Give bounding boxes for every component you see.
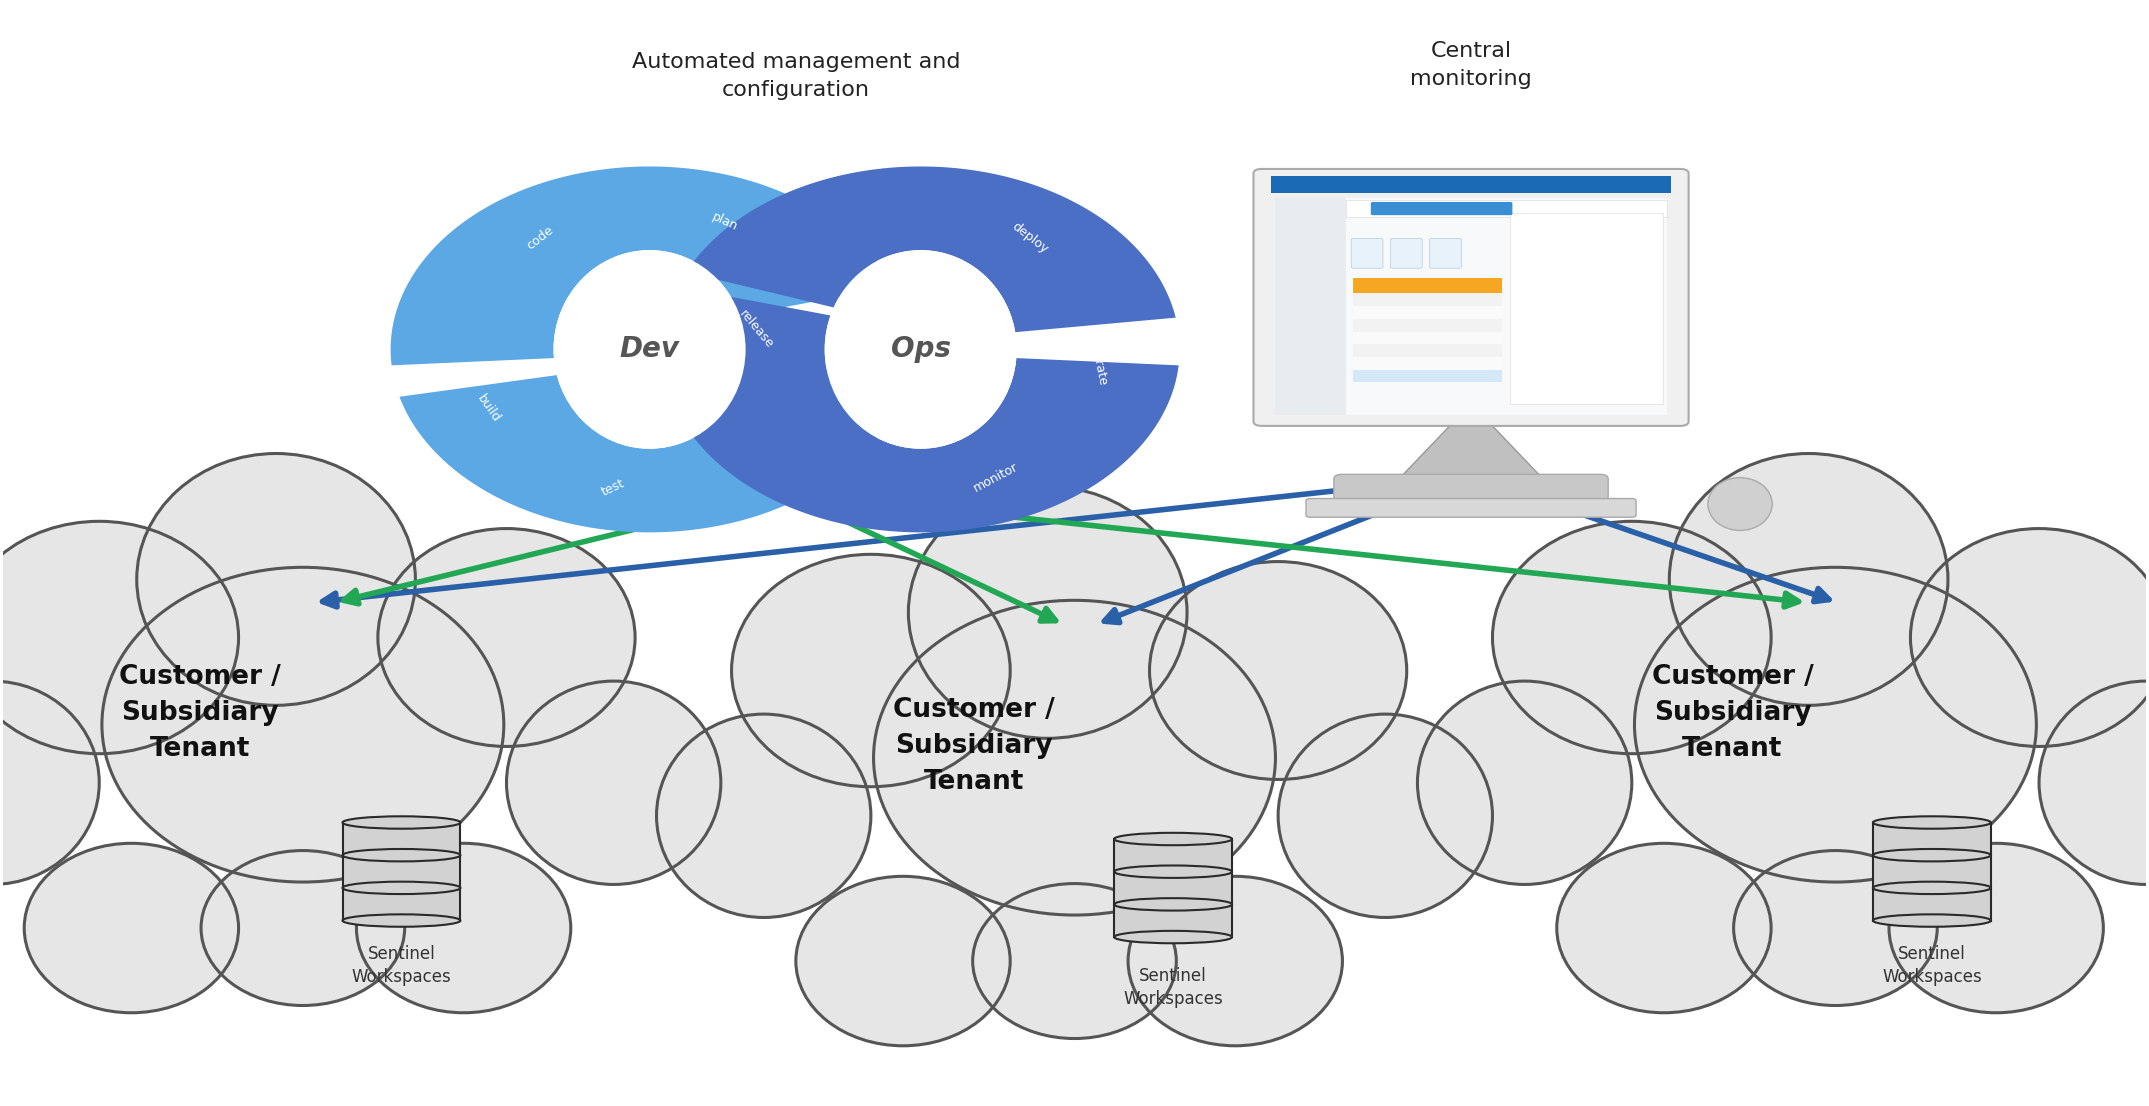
Ellipse shape xyxy=(872,601,1277,915)
Ellipse shape xyxy=(1128,876,1343,1046)
Text: build: build xyxy=(475,393,503,426)
Ellipse shape xyxy=(1113,898,1231,910)
Ellipse shape xyxy=(342,816,460,828)
Ellipse shape xyxy=(1113,833,1231,845)
Text: operate: operate xyxy=(1085,336,1109,387)
Ellipse shape xyxy=(1556,843,1771,1013)
Ellipse shape xyxy=(1874,849,1990,862)
Text: Sentinel
Workspaces: Sentinel Workspaces xyxy=(1124,967,1223,1009)
Ellipse shape xyxy=(101,567,503,881)
FancyBboxPatch shape xyxy=(1345,200,1668,218)
Bar xyxy=(342,888,460,920)
FancyBboxPatch shape xyxy=(1511,212,1663,404)
Polygon shape xyxy=(686,167,1176,332)
Polygon shape xyxy=(1397,421,1545,482)
FancyBboxPatch shape xyxy=(1274,198,1345,415)
Ellipse shape xyxy=(342,849,460,862)
Polygon shape xyxy=(1087,322,1105,426)
Ellipse shape xyxy=(2039,681,2149,885)
Polygon shape xyxy=(453,311,488,413)
FancyBboxPatch shape xyxy=(1274,198,1668,415)
Ellipse shape xyxy=(357,843,572,1013)
Ellipse shape xyxy=(342,915,460,927)
Bar xyxy=(1113,839,1231,872)
Ellipse shape xyxy=(507,681,720,885)
FancyBboxPatch shape xyxy=(1270,176,1672,194)
FancyBboxPatch shape xyxy=(1354,369,1502,383)
FancyBboxPatch shape xyxy=(1354,331,1502,344)
Ellipse shape xyxy=(973,884,1176,1039)
Text: Ops: Ops xyxy=(890,335,950,364)
Ellipse shape xyxy=(1491,521,1771,753)
Ellipse shape xyxy=(1418,681,1631,885)
Bar xyxy=(1113,872,1231,905)
Text: Automated management and
configuration: Automated management and configuration xyxy=(632,52,961,101)
FancyBboxPatch shape xyxy=(1352,239,1384,268)
Text: plan: plan xyxy=(709,210,739,233)
Ellipse shape xyxy=(1279,714,1491,918)
Ellipse shape xyxy=(1113,931,1231,943)
Ellipse shape xyxy=(0,681,99,885)
Ellipse shape xyxy=(24,843,239,1013)
Bar xyxy=(342,855,460,888)
Polygon shape xyxy=(400,363,907,532)
FancyBboxPatch shape xyxy=(1335,474,1607,501)
Ellipse shape xyxy=(1635,567,2037,881)
Text: code: code xyxy=(524,223,557,252)
Ellipse shape xyxy=(0,521,239,753)
Polygon shape xyxy=(729,241,797,338)
FancyBboxPatch shape xyxy=(1429,239,1461,268)
Bar xyxy=(1113,905,1231,937)
Ellipse shape xyxy=(138,453,415,706)
Ellipse shape xyxy=(658,714,870,918)
Polygon shape xyxy=(791,264,860,362)
Ellipse shape xyxy=(1874,881,1990,894)
FancyBboxPatch shape xyxy=(1354,278,1502,295)
FancyBboxPatch shape xyxy=(1354,356,1502,369)
Text: deploy: deploy xyxy=(1010,220,1051,257)
FancyBboxPatch shape xyxy=(1307,499,1635,518)
FancyBboxPatch shape xyxy=(1371,202,1513,216)
Ellipse shape xyxy=(1150,562,1408,780)
FancyBboxPatch shape xyxy=(1354,305,1502,319)
Text: Central
monitoring: Central monitoring xyxy=(1410,41,1532,90)
Text: release: release xyxy=(737,307,776,351)
Text: test: test xyxy=(600,477,625,499)
Ellipse shape xyxy=(1113,866,1231,878)
Ellipse shape xyxy=(909,487,1186,739)
Text: Customer /
Subsidiary
Tenant: Customer / Subsidiary Tenant xyxy=(118,664,282,762)
Bar xyxy=(1874,888,1990,920)
FancyBboxPatch shape xyxy=(1354,293,1502,306)
Bar xyxy=(1874,823,1990,855)
Ellipse shape xyxy=(1874,915,1990,927)
Ellipse shape xyxy=(1910,529,2149,747)
FancyBboxPatch shape xyxy=(1390,239,1423,268)
Polygon shape xyxy=(391,167,892,365)
FancyBboxPatch shape xyxy=(1253,169,1689,426)
Ellipse shape xyxy=(342,881,460,894)
Text: Customer /
Subsidiary
Tenant: Customer / Subsidiary Tenant xyxy=(1653,664,1814,762)
FancyBboxPatch shape xyxy=(1354,344,1502,357)
Ellipse shape xyxy=(1874,816,1990,828)
Text: Customer /
Subsidiary
Tenant: Customer / Subsidiary Tenant xyxy=(892,697,1055,794)
Text: Sentinel
Workspaces: Sentinel Workspaces xyxy=(1883,945,1981,987)
Ellipse shape xyxy=(378,529,636,747)
Text: Dev: Dev xyxy=(619,335,679,364)
Ellipse shape xyxy=(554,250,746,449)
Text: monitor: monitor xyxy=(971,460,1021,494)
Ellipse shape xyxy=(1734,851,1936,1005)
Ellipse shape xyxy=(202,851,404,1005)
Polygon shape xyxy=(662,286,1178,532)
Ellipse shape xyxy=(1670,453,1947,706)
Ellipse shape xyxy=(1889,843,2104,1013)
FancyBboxPatch shape xyxy=(1354,319,1502,332)
Ellipse shape xyxy=(795,876,1010,1046)
Text: Sentinel
Workspaces: Sentinel Workspaces xyxy=(352,945,451,987)
Ellipse shape xyxy=(825,250,1016,449)
Ellipse shape xyxy=(731,554,1010,786)
Bar xyxy=(1874,855,1990,888)
Ellipse shape xyxy=(1708,478,1773,531)
Bar xyxy=(342,823,460,855)
